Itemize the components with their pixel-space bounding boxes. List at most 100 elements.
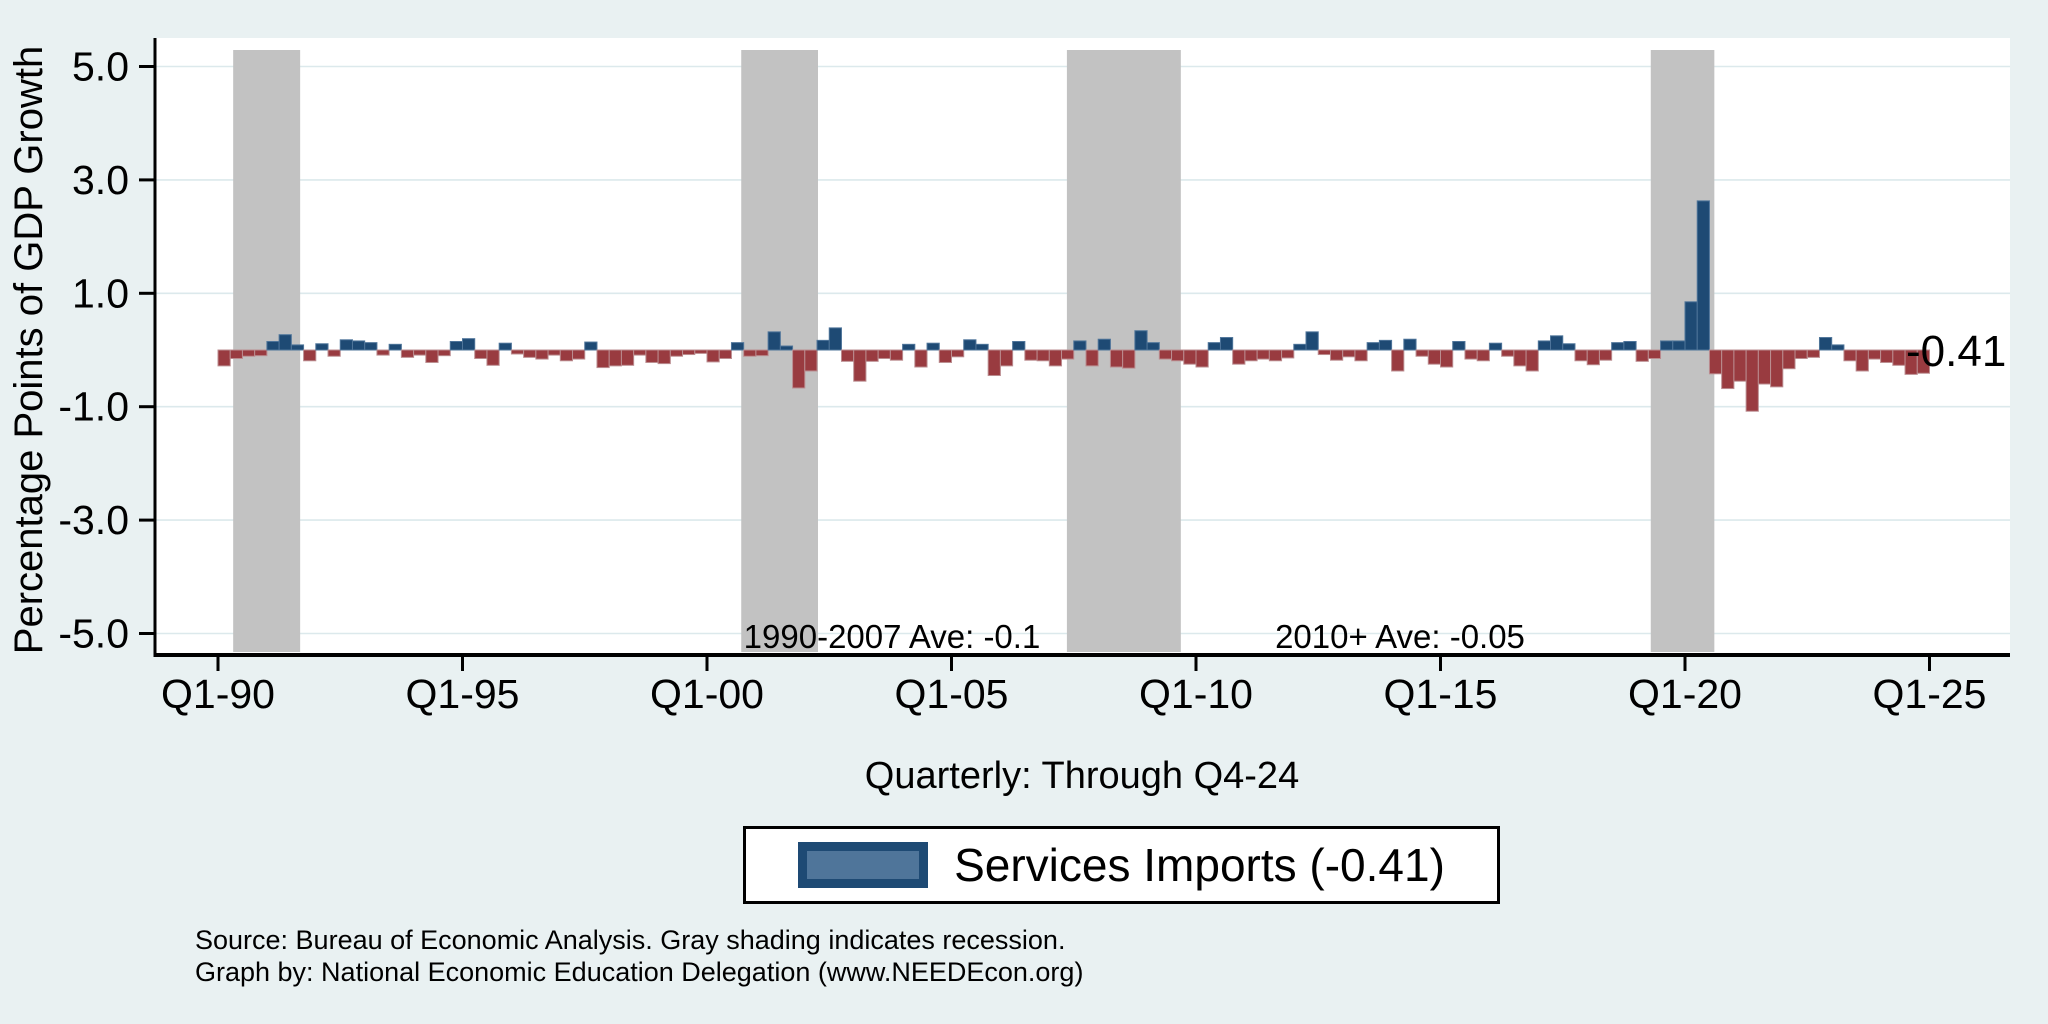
bar <box>1256 349 1270 360</box>
bar <box>1501 349 1515 357</box>
y-axis-ticks: 5.0 3.0 1.0 -1.0 -3.0 -5.0 <box>58 44 155 657</box>
bar <box>1831 344 1845 351</box>
bar <box>1329 349 1344 361</box>
bar <box>290 344 305 351</box>
bar <box>1036 349 1050 362</box>
bar <box>1513 349 1527 367</box>
bar <box>1293 343 1307 351</box>
y-tick-label: -3.0 <box>58 497 129 543</box>
x-tick-label: Q1-15 <box>1384 671 1498 717</box>
bar <box>718 349 732 360</box>
bar <box>1158 349 1173 360</box>
legend-label: Services Imports (-0.41) <box>954 839 1445 891</box>
bar <box>339 339 353 351</box>
bar <box>1855 349 1869 372</box>
bar <box>486 349 500 366</box>
bar <box>1488 342 1503 351</box>
bar <box>1171 349 1185 362</box>
bar <box>1916 349 1931 374</box>
x-tick-label: Q1-20 <box>1628 671 1742 717</box>
x-tick-label: Q1-00 <box>650 671 764 717</box>
bar <box>1207 342 1221 351</box>
bar <box>1244 349 1258 362</box>
bar <box>620 349 635 366</box>
bar <box>400 349 415 358</box>
bar <box>498 342 512 351</box>
bar <box>303 349 317 362</box>
bar <box>1391 349 1405 372</box>
chart-notes: Source: Bureau of Economic Analysis. Gra… <box>195 924 1083 988</box>
x-tick-label: Q1-05 <box>895 671 1009 717</box>
bar <box>584 341 598 351</box>
bar <box>1195 349 1209 368</box>
bar <box>535 349 549 360</box>
bar <box>523 349 537 358</box>
bar <box>1880 349 1894 363</box>
bar <box>1134 330 1148 351</box>
bar <box>1281 349 1295 359</box>
bar <box>1464 349 1478 360</box>
bar <box>376 349 390 356</box>
annotation-1990-2007-average: 1990-2007 Ave: -0.1 <box>744 618 1041 655</box>
bar <box>462 338 476 351</box>
bar <box>315 343 329 351</box>
bar <box>559 349 574 362</box>
bar <box>633 349 647 356</box>
bar <box>706 349 720 363</box>
bar <box>425 349 439 363</box>
bar <box>596 349 610 369</box>
bar <box>1525 349 1539 372</box>
bar <box>1097 338 1111 351</box>
bar <box>694 349 708 354</box>
bar <box>1867 349 1882 360</box>
bar <box>1623 340 1637 351</box>
bar <box>865 349 879 362</box>
bar <box>645 349 659 363</box>
bar <box>1672 340 1686 351</box>
bar <box>1342 349 1356 358</box>
bar <box>926 342 940 351</box>
bar <box>1684 301 1698 351</box>
recession-band <box>1650 50 1715 652</box>
bar <box>1012 340 1026 351</box>
bar <box>572 349 586 360</box>
bar <box>1721 349 1735 390</box>
y-tick-label: 3.0 <box>72 157 129 203</box>
bar <box>1476 349 1490 362</box>
bar <box>914 349 928 368</box>
bar <box>657 349 671 365</box>
bar <box>1073 340 1087 351</box>
bar <box>1696 200 1710 351</box>
bar <box>902 343 916 351</box>
x-axis-title: Quarterly: Through Q4-24 <box>865 755 1299 797</box>
bar <box>351 340 366 351</box>
bar <box>1794 349 1808 360</box>
bar <box>474 349 488 360</box>
last-value-label: -0.41 <box>1906 327 2006 376</box>
bar <box>1708 349 1723 375</box>
bar <box>840 349 855 362</box>
bar <box>1745 349 1759 412</box>
bar <box>1770 349 1784 388</box>
bar <box>1305 331 1319 351</box>
bar <box>853 349 867 382</box>
bar <box>1562 343 1576 351</box>
bar <box>938 349 953 363</box>
bar <box>975 343 989 351</box>
bar <box>1232 349 1246 365</box>
bar <box>1806 349 1820 358</box>
bar <box>1611 342 1625 351</box>
bar <box>217 349 231 367</box>
bar <box>889 349 904 361</box>
bar <box>1440 349 1454 368</box>
bar <box>608 349 622 367</box>
bar <box>1598 349 1613 361</box>
bar <box>1635 349 1649 362</box>
x-tick-label: Q1-25 <box>1873 671 1987 717</box>
x-tick-label: Q1-10 <box>1139 671 1253 717</box>
bar <box>449 340 463 351</box>
bar <box>1354 349 1368 362</box>
bar <box>1122 349 1136 369</box>
